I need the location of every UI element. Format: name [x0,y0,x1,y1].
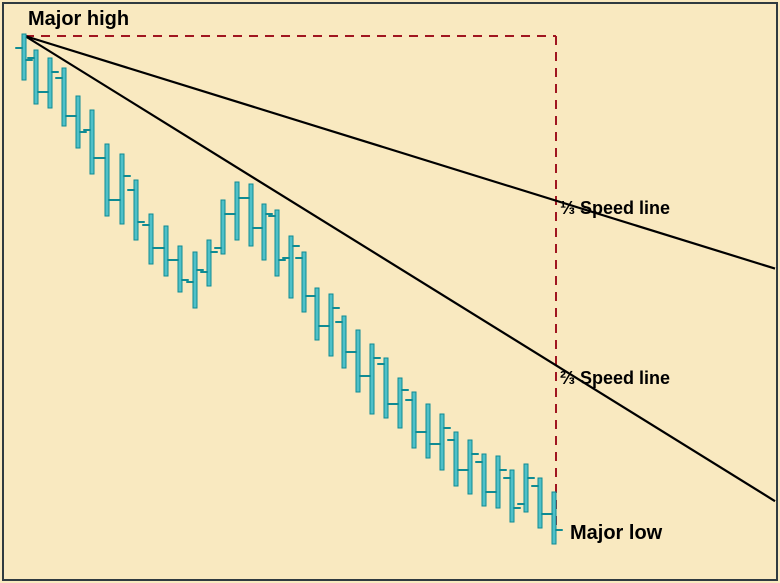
label-one-third: ⅓ Speed line [560,198,670,219]
label-major-low: Major low [570,522,662,545]
label-two-third: ⅔ Speed line [560,368,670,389]
label-major-high: Major high [28,8,129,31]
chart-svg [0,0,780,583]
speed-line-chart: Major high Major low ⅓ Speed line ⅔ Spee… [0,0,780,583]
